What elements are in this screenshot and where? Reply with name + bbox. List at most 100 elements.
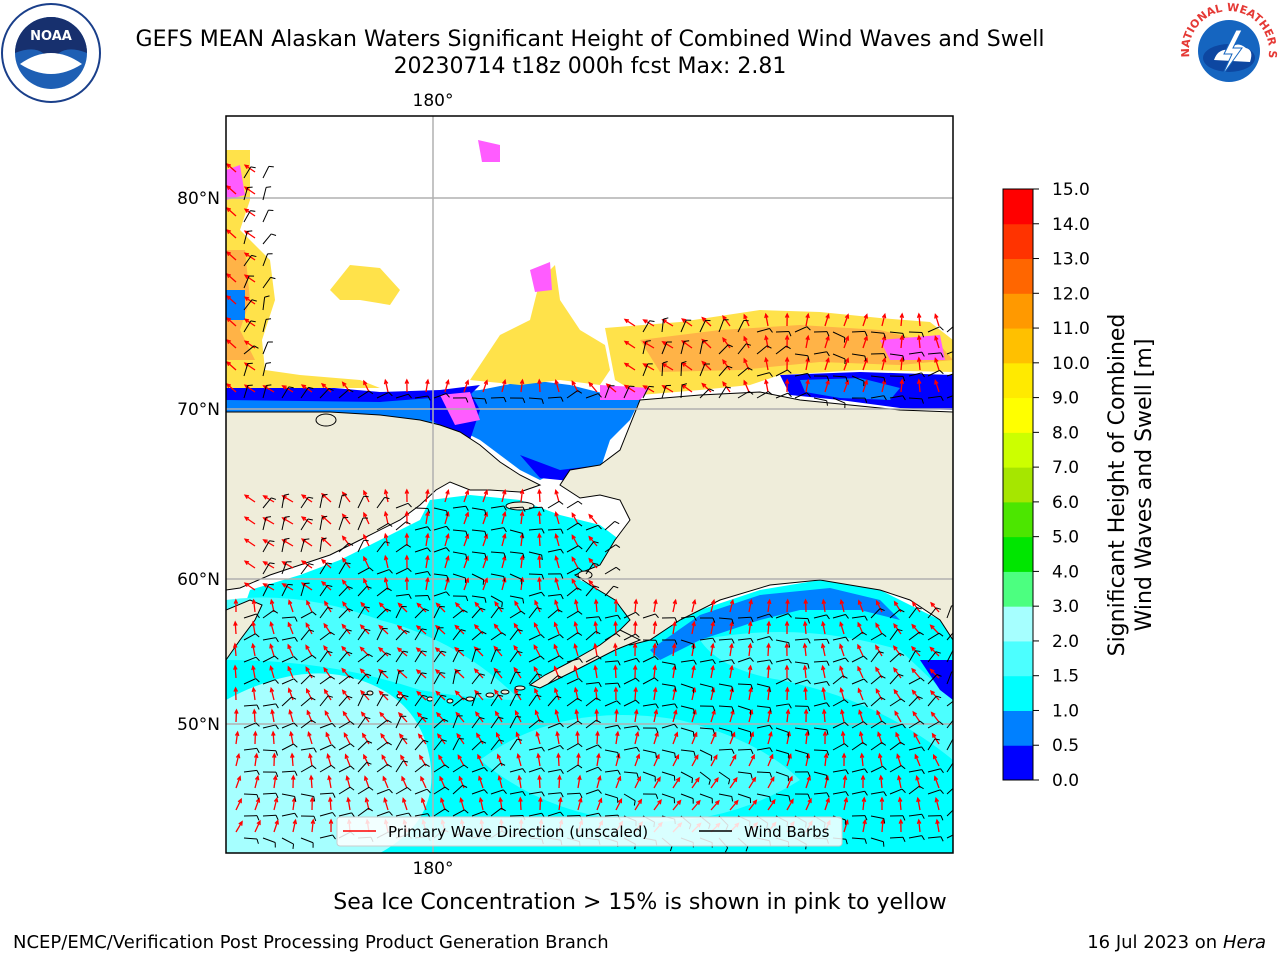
wave-direction-arrowhead [802,642,808,649]
colorbar-tick-label: 2.0 [1052,632,1079,652]
wave-direction-arrow [729,800,739,811]
wave-direction-arrow [624,362,636,371]
wind-barb-shaft [357,586,368,597]
wind-barb-flag [387,587,392,592]
wave-direction-arrowhead [784,664,790,670]
wind-barb-shaft [927,352,941,355]
wave-direction-arrowhead [323,622,329,629]
wind-barb-flag [864,331,868,337]
wind-barb-shaft [319,676,331,685]
wave-direction-arrow [805,314,809,327]
wind-barb-shaft [452,609,464,619]
wind-barb-flag [750,638,754,644]
colorbar-tick-label: 5.0 [1052,528,1079,548]
wave-direction-arrowhead [749,731,755,737]
wind-barb-shaft [357,390,370,399]
wind-barb-flag [479,717,485,720]
wave-direction-arrowhead [243,582,250,588]
wave-direction-arrowhead [785,686,790,692]
wave-direction-arrow [634,732,639,745]
wave-direction-arrowhead [483,379,489,385]
wave-direction-arrow [822,622,826,635]
wave-direction-arrowhead [588,513,594,519]
wave-direction-arrow [282,561,294,569]
wind-barb-shaft [718,365,728,377]
wind-barb-shaft [262,837,276,843]
wave-direction-arrowhead [494,600,499,607]
wave-direction-arrow [270,688,275,701]
wave-direction-arrowhead [363,753,368,760]
wave-direction-arrow [513,623,522,635]
wave-direction-arrow [881,380,886,393]
wave-direction-arrowhead [397,602,403,608]
wave-direction-arrow [363,380,370,393]
wave-direction-arrowhead [554,554,559,561]
wind-barb-flag [940,352,944,358]
wind-barb-shaft [870,675,882,685]
wave-direction-arrow [577,776,581,789]
wind-barb-shaft [756,705,770,709]
wind-barb-shaft [756,391,769,399]
wave-direction-arrowhead [537,576,542,582]
wind-barb-flag [465,505,469,511]
wind-barb-flag [807,706,811,712]
wind-barb-flag [663,317,669,320]
wave-direction-arrow [516,732,522,745]
wind-barb-flag [402,738,408,740]
wave-direction-arrowhead [824,774,830,781]
wave-direction-arrowhead [243,538,250,544]
wind-barb-flag [902,395,906,401]
wave-direction-arrow [767,621,770,635]
wave-direction-arrow [653,643,656,657]
wave-direction-arrowhead [633,708,639,715]
wave-direction-arrowhead [750,753,755,760]
wind-barb-flag [266,186,272,188]
wind-barb-shaft [509,551,523,554]
wind-barb-shaft [338,495,343,509]
wind-barb-flag [322,515,328,518]
wave-direction-arrow [417,712,427,723]
colorbar-label-line1: Significant Height of Combined [1105,314,1130,657]
wind-barb-flag [347,651,353,655]
wave-direction-arrowhead [435,602,441,608]
wave-direction-arrowhead [226,207,232,212]
wave-direction-arrowhead [364,796,370,803]
wave-direction-arrow [533,645,541,657]
wind-barb-shaft [604,566,617,575]
wave-direction-arrow [421,798,427,811]
wind-barb-shaft [870,697,882,707]
wind-barb-shaft [357,762,368,773]
wind-barb-flag [956,807,961,809]
wave-direction-arrow [398,712,408,723]
wind-barb-flag [265,516,272,518]
wave-direction-arrowhead [415,647,421,653]
wave-direction-arrowhead [300,494,307,499]
wave-direction-arrowhead [290,774,296,780]
wave-direction-arrow [805,380,809,393]
wave-direction-arrowhead [401,775,406,782]
wave-direction-arrow [444,534,449,547]
wave-direction-arrow [824,380,830,393]
wave-direction-arrow [418,734,427,745]
colorbar-frame [1002,188,1034,781]
wind-barb-flag [365,716,371,720]
wind-barb-flag [560,396,564,402]
wave-direction-arrow [767,799,776,811]
wave-direction-arrowhead [803,598,808,604]
noaa-logo-icon: NOAA [1,3,101,103]
wind-barb-flag [368,786,374,791]
wind-barb-flag [826,681,830,686]
wave-direction-arrow [862,314,868,327]
wind-barb-shaft [490,649,497,663]
wave-direction-arrow [662,385,674,393]
wave-direction-arrow [520,490,524,503]
wind-barb-shaft [946,787,953,795]
wind-barb-shaft [566,500,579,509]
wind-barb-flag [327,695,334,698]
wind-barb-shaft [661,362,664,377]
wind-barb-flag [731,686,734,692]
wind-barb-flag [503,552,506,558]
wind-barb-flag [844,657,849,663]
wind-barb-shaft [414,717,424,729]
wind-barb-flag [541,746,545,752]
